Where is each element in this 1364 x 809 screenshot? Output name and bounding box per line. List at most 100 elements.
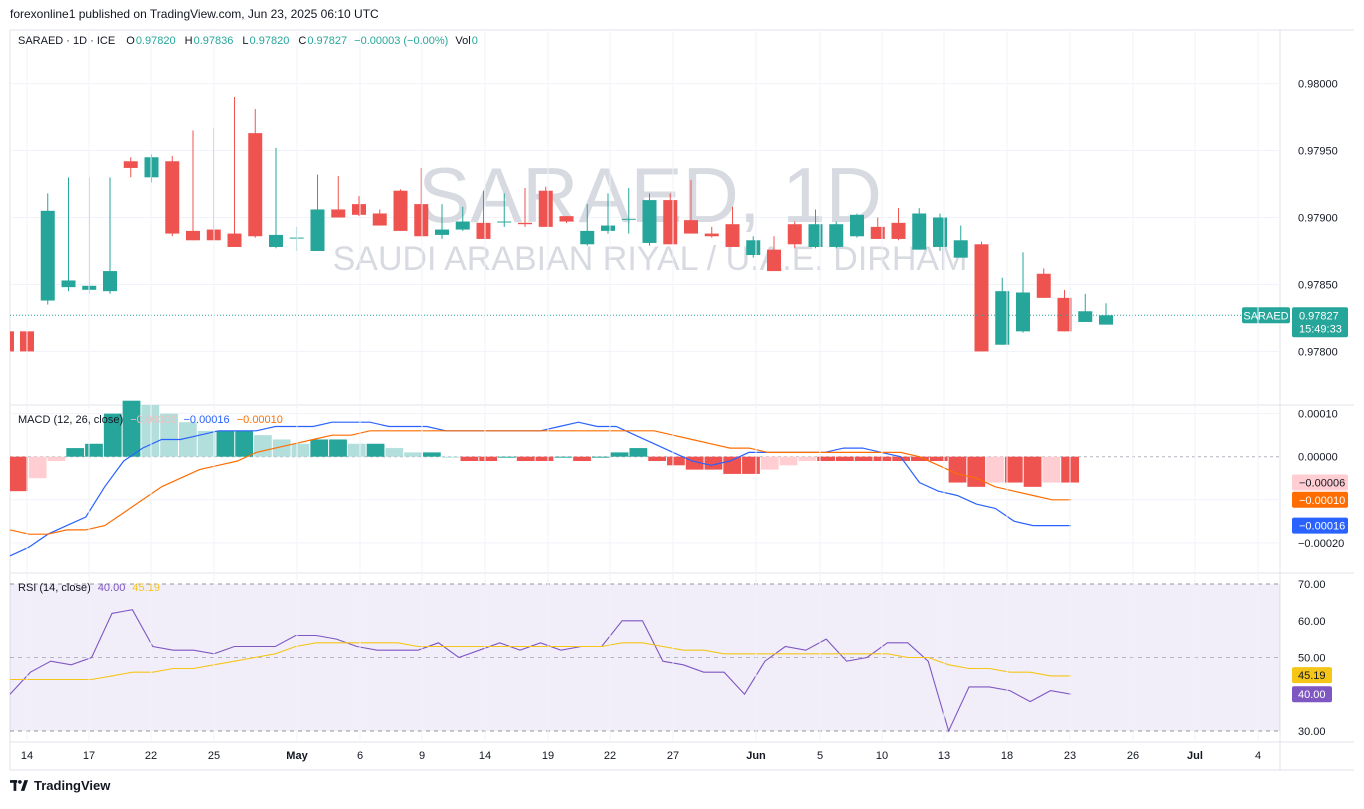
- macd-hist-bar: [948, 456, 967, 483]
- candle-body: [435, 229, 449, 235]
- candle: [269, 147, 283, 249]
- price-axis-label-1: 0.97950: [1298, 146, 1338, 158]
- candle: [870, 217, 885, 239]
- macd-hist-bar: [291, 443, 310, 457]
- candle-body: [393, 190, 408, 231]
- price-axis-label-3: 0.97850: [1298, 279, 1338, 291]
- rsi-ma-value: 45.19: [132, 582, 160, 594]
- macd-hist-bar: [47, 456, 66, 461]
- macd-hist-bar: [798, 456, 817, 461]
- time-axis-label-18: Jul: [1187, 750, 1203, 762]
- rsi-axis-label-2: 50.00: [1298, 653, 1326, 665]
- time-axis-label-16: 23: [1064, 750, 1076, 762]
- rsi-legend: RSI (14, close) 40.00 45.19: [18, 582, 160, 594]
- candle: [704, 226, 719, 238]
- candle: [393, 189, 408, 231]
- open-label: O: [126, 35, 135, 47]
- candle-body: [704, 233, 719, 237]
- time-axis-label-17: 26: [1127, 750, 1139, 762]
- time-axis-label-10: 27: [667, 750, 679, 762]
- tradingview-brand[interactable]: TradingView: [10, 778, 110, 793]
- macd-hist-bar: [610, 452, 629, 457]
- macd-hist-bar: [178, 422, 197, 457]
- candle: [995, 277, 1010, 345]
- macd-hist-bar: [835, 456, 854, 461]
- candle-body: [40, 210, 55, 301]
- candle: [767, 236, 781, 272]
- candle-body: [538, 190, 553, 227]
- close-label: C: [298, 35, 307, 47]
- watermark-subtitle: SAUDI ARABIAN RIYAL / U.A.E. DIRHAM: [333, 240, 968, 278]
- rsi-value: 40.00: [97, 582, 126, 594]
- candle: [829, 221, 844, 249]
- price-tag-bg: [1292, 307, 1348, 338]
- macd-hist-bar: [554, 456, 573, 458]
- candle-body: [248, 133, 263, 237]
- candle-body: [372, 213, 387, 226]
- candle: [331, 175, 346, 218]
- candle-body: [601, 225, 615, 231]
- time-axis-label-2: 22: [145, 750, 157, 762]
- time-axis-label-19: 4: [1255, 750, 1261, 762]
- candle-body: [829, 224, 844, 247]
- vol-value: 0: [471, 35, 478, 47]
- macd-hist-bar: [66, 448, 85, 457]
- time-axis-label-5: 6: [357, 750, 363, 762]
- macd-hist-value: −0.00006: [130, 414, 177, 426]
- candle: [684, 180, 698, 234]
- candle: [601, 193, 615, 234]
- candle: [518, 188, 532, 227]
- macd-hist-bar: [629, 448, 648, 457]
- candle: [974, 241, 989, 352]
- candle-body: [995, 291, 1010, 345]
- macd-hist-bar: [441, 456, 460, 458]
- candle-body: [787, 224, 802, 245]
- macd-hist-bar: [967, 456, 986, 487]
- candle-body: [414, 204, 429, 237]
- candle-body: [580, 230, 595, 245]
- candle-body: [850, 214, 864, 237]
- macd-hist-bar: [1042, 456, 1061, 483]
- macd-hist-bar: [460, 456, 479, 461]
- candle-body: [1078, 311, 1093, 322]
- macd-signal-tag-bg: [1292, 491, 1348, 508]
- candle-body: [476, 222, 491, 239]
- time-axis-label-8: 19: [542, 750, 554, 762]
- macd-hist-tag-bg: [1292, 474, 1348, 491]
- candle: [642, 193, 657, 246]
- price-tag-countdown: 15:49:33: [1299, 323, 1342, 335]
- rsi-line: [9, 609, 1072, 733]
- macd-hist-bar: [723, 456, 742, 474]
- candle: [476, 190, 491, 239]
- macd-hist-bar: [366, 443, 385, 457]
- price-axis-label-2: 0.97900: [1298, 213, 1338, 225]
- rsi-legend-label: RSI (14, close): [18, 582, 91, 594]
- candle-body: [1057, 297, 1072, 332]
- time-axis-label-4: May: [286, 750, 308, 762]
- macd-signal-value: −0.00010: [236, 414, 283, 426]
- candle: [40, 193, 55, 305]
- candle-body: [767, 249, 781, 272]
- macd-hist-bar: [648, 456, 667, 461]
- macd-hist-bar: [1023, 456, 1042, 487]
- macd-hist-bar: [272, 439, 291, 457]
- candle-body: [621, 218, 636, 220]
- macd-line-tag-bg: [1292, 517, 1348, 534]
- time-axis-label-13: 10: [876, 750, 888, 762]
- macd-axis-label-3: −0.00020: [1298, 538, 1344, 550]
- candle: [186, 130, 200, 241]
- candle: [559, 216, 574, 223]
- time-axis-label-0: 14: [21, 750, 33, 762]
- candle: [455, 206, 470, 231]
- candle-body: [891, 222, 906, 239]
- candle: [414, 167, 429, 237]
- time-axis-label-6: 9: [419, 750, 425, 762]
- macd-hist-bar: [197, 430, 216, 457]
- macd-hist-bar: [404, 452, 422, 457]
- candle-body: [352, 204, 366, 215]
- macd-hist-bar: [141, 405, 160, 457]
- time-axis-label-3: 25: [208, 750, 220, 762]
- macd-hist-bar: [385, 448, 404, 457]
